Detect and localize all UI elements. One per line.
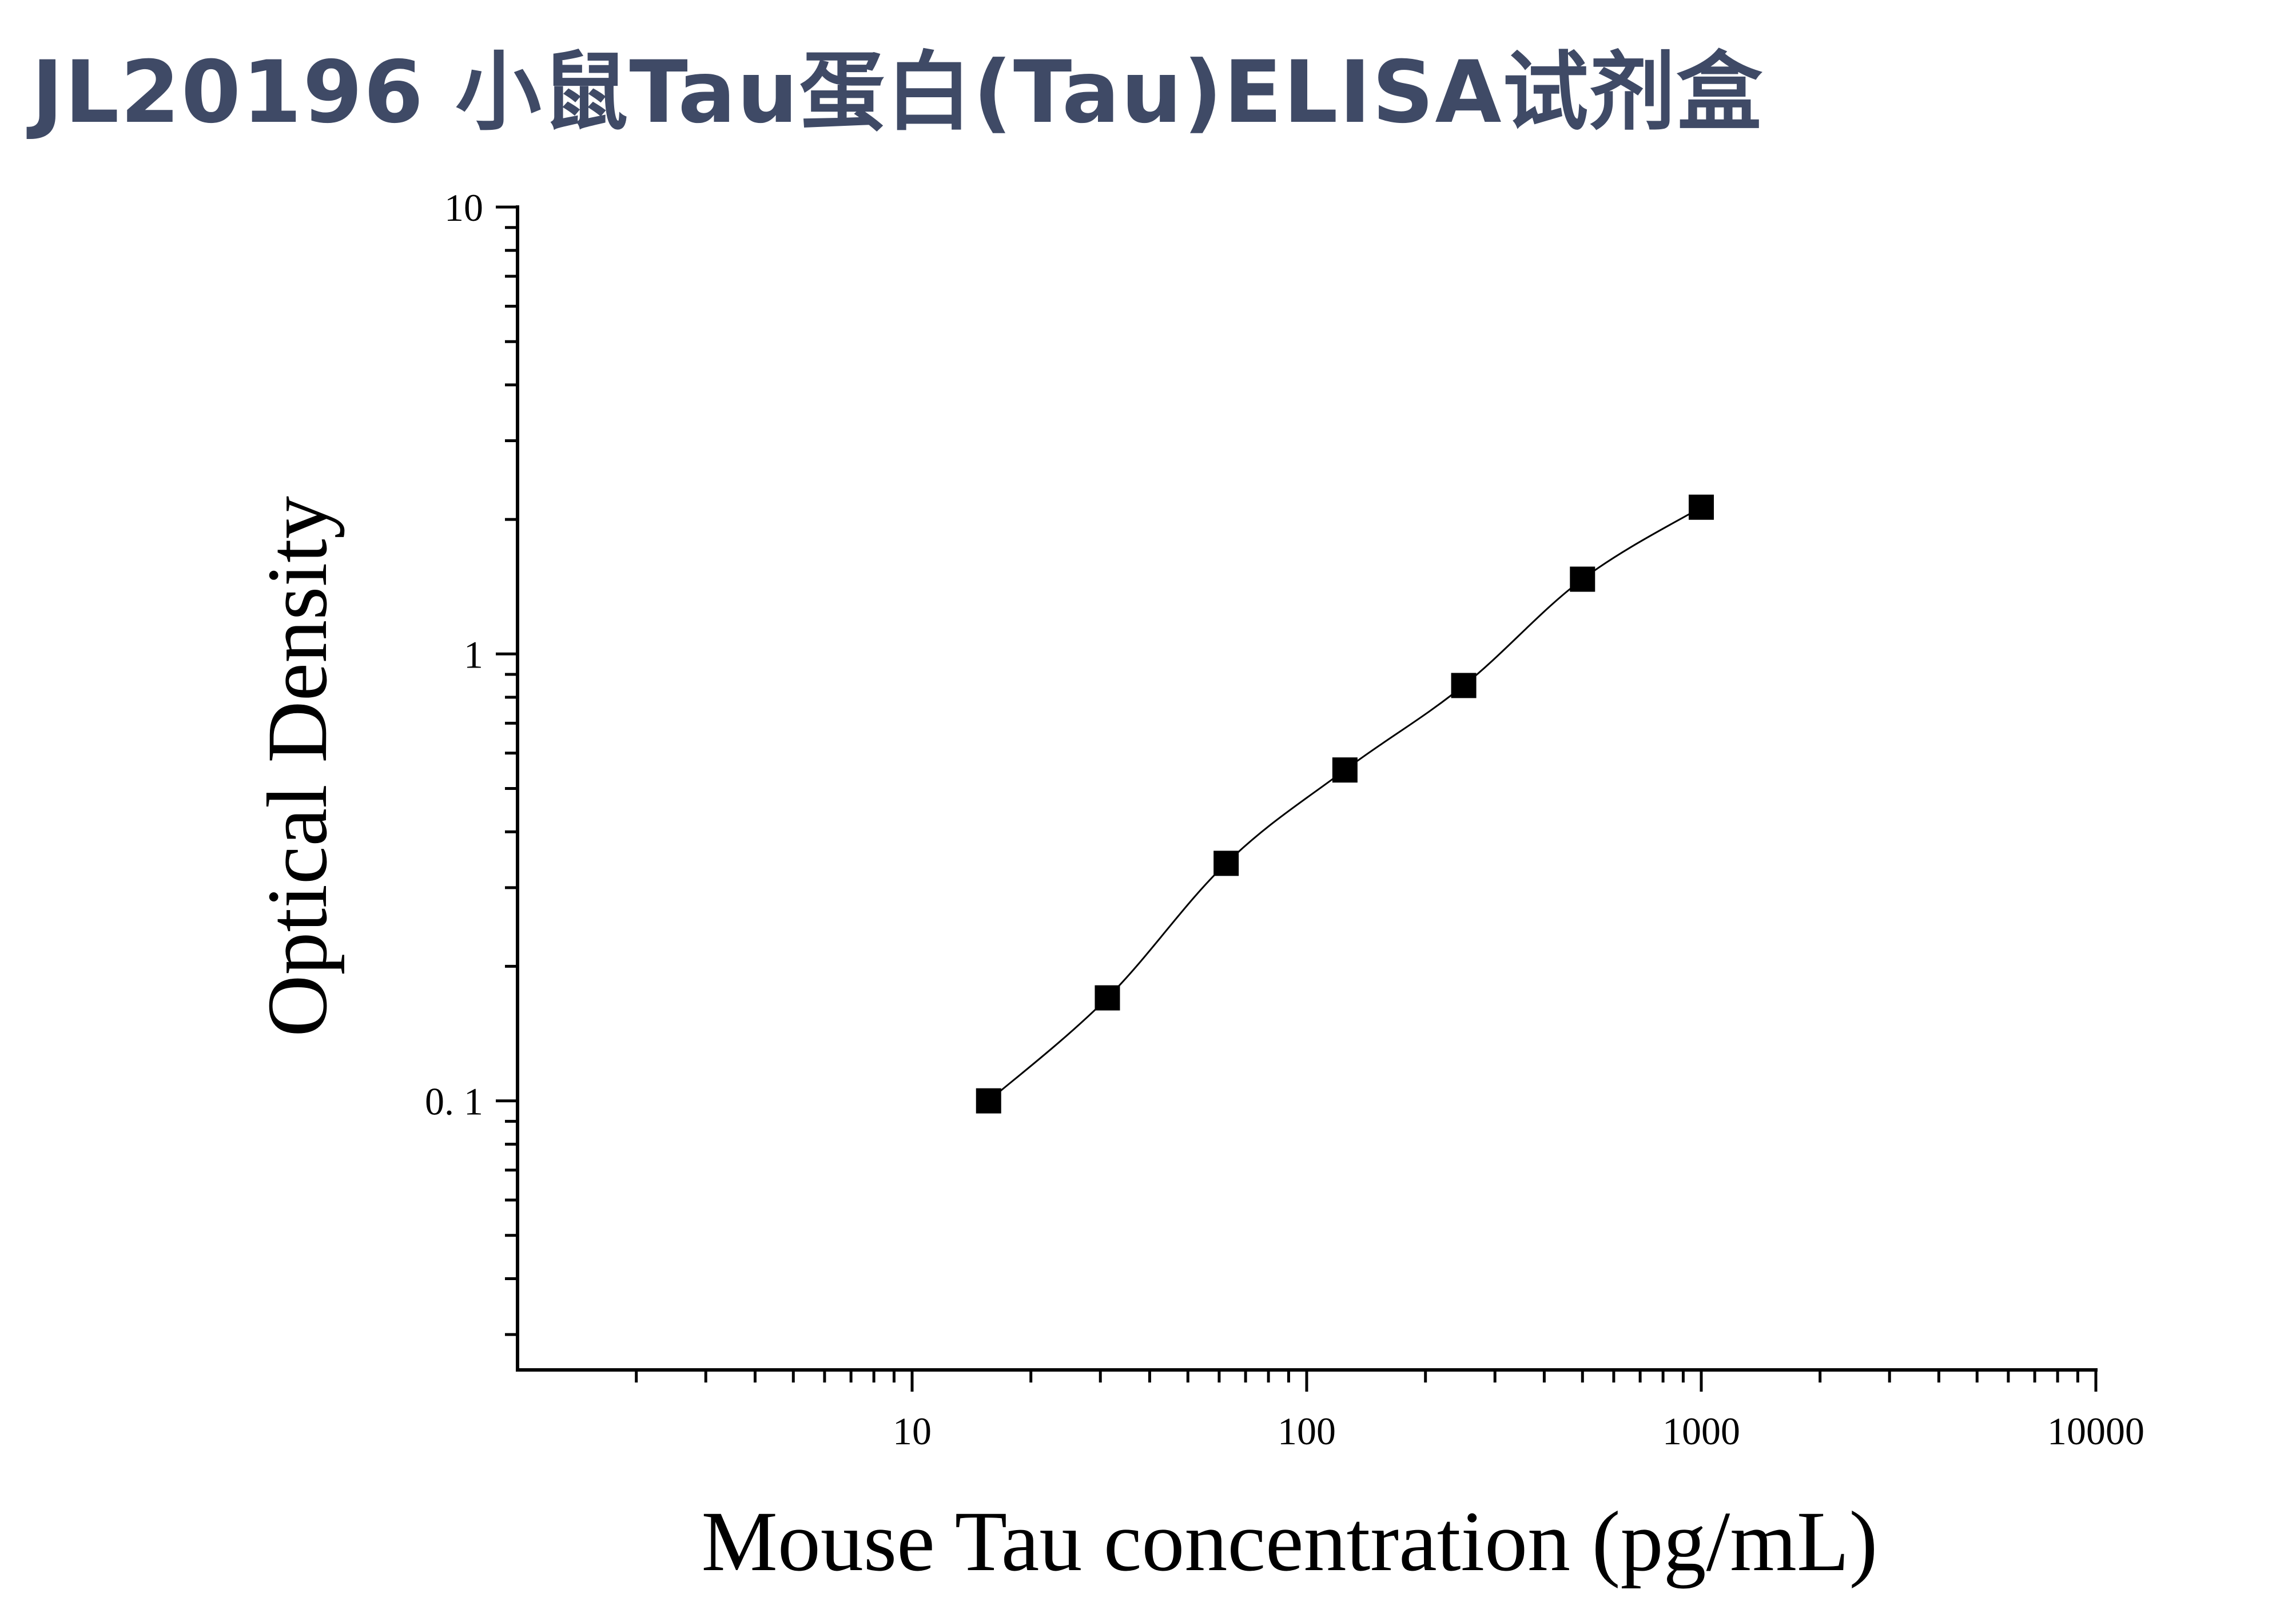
x-tick-label: 1000 [1662,1409,1740,1453]
y-tick-label: 0. 1 [425,1080,483,1123]
y-axis-title: Optical Density [250,496,345,1037]
data-point-square [1213,851,1239,876]
axes [516,205,2098,1372]
x-tick-label: 10 [893,1409,932,1453]
data-point-square [1689,494,1714,520]
data-point-square [976,1088,1001,1114]
ticks: 10 100 1000 10000 0. 1 1 10 [425,186,2144,1453]
y-tick-label: 1 [464,633,483,676]
data-points [976,494,1714,1114]
data-point-square [1332,757,1358,783]
data-point-square [1451,673,1477,698]
fit-curve-layer [988,506,1702,1102]
fit-curve [988,506,1702,1102]
x-tick-label: 100 [1278,1409,1336,1453]
y-tick-label: 10 [444,186,483,229]
x-axis-title: Mouse Tau concentration (pg/mL) [701,1494,1877,1589]
data-point-square [1095,985,1120,1011]
data-point-square [1570,566,1595,592]
page-title: JL20196 小鼠Tau蛋白(Tau)ELISA试剂盒 [31,43,1764,142]
x-tick-label: 10000 [2047,1409,2144,1453]
